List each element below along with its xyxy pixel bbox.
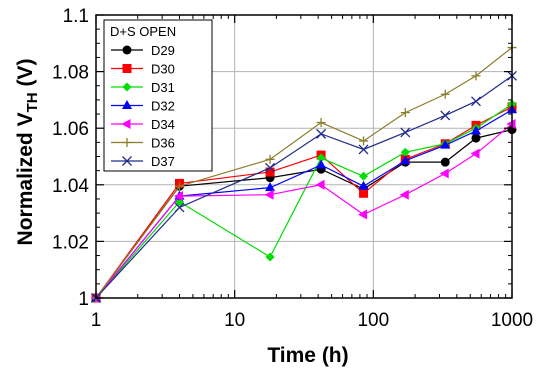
y-tick-label: 1.1 — [63, 6, 89, 27]
legend-label: D29 — [151, 43, 175, 58]
data-point — [471, 133, 481, 143]
data-point — [399, 189, 409, 200]
data-point — [174, 202, 185, 213]
y-tick-label: 1 — [78, 289, 89, 310]
legend-box — [103, 19, 213, 172]
series-D34 — [90, 118, 516, 303]
legend-title: D+S OPEN — [110, 24, 176, 39]
legend-entry-D36: D36 — [111, 136, 175, 151]
data-point — [316, 128, 327, 139]
legend-label: D32 — [151, 99, 175, 114]
data-point — [400, 108, 410, 118]
legend-label: D34 — [151, 117, 175, 132]
legend-entry-D30: D30 — [111, 62, 175, 77]
data-point — [506, 118, 516, 129]
data-point — [440, 157, 450, 167]
data-point — [315, 179, 325, 190]
legend-marker — [122, 45, 132, 55]
x-tick-label: 1 — [91, 310, 102, 331]
x-tick-label: 10 — [224, 310, 245, 331]
legend-entry-D37: D37 — [111, 154, 175, 169]
legend-entry-D29: D29 — [111, 43, 175, 58]
data-point — [359, 188, 369, 198]
data-point — [265, 167, 275, 177]
legend-entry-D34: D34 — [111, 117, 175, 132]
y-axis-title: Normalized VTH (V) — [14, 59, 41, 246]
legend-label: D37 — [151, 154, 175, 169]
data-point — [358, 180, 369, 190]
y-tick-label: 1.02 — [52, 232, 89, 253]
y-tick-label: 1.08 — [52, 63, 89, 84]
data-point — [174, 181, 184, 191]
x-tick-label: 1000 — [491, 310, 533, 331]
data-point — [359, 171, 369, 181]
legend-marker — [122, 100, 132, 109]
data-point — [265, 182, 276, 192]
y-tick-labels: 1 1.02 1.04 1.06 1.08 1.1 — [52, 6, 89, 310]
data-point — [316, 159, 327, 169]
y-tick-label: 1.06 — [52, 119, 89, 140]
data-point — [264, 189, 274, 200]
series-layer — [90, 43, 517, 303]
legend-label: D36 — [151, 136, 175, 151]
legend-marker — [122, 64, 132, 73]
legend-marker — [122, 156, 132, 166]
data-point — [316, 118, 326, 128]
data-point — [359, 136, 369, 146]
legend-label: D31 — [151, 80, 175, 95]
data-point — [400, 155, 411, 165]
data-point — [470, 148, 480, 159]
legend-label: D30 — [151, 62, 175, 77]
data-point — [173, 191, 183, 202]
data-point — [358, 209, 368, 220]
data-point — [471, 71, 481, 81]
legend-marker — [122, 138, 132, 147]
data-point — [440, 139, 451, 149]
data-point — [265, 252, 275, 262]
data-point — [400, 147, 410, 157]
legend-marker — [121, 119, 131, 129]
legend-entry-D32: D32 — [111, 99, 175, 114]
data-point — [316, 153, 326, 163]
legend-entry-D31: D31 — [111, 80, 175, 95]
legend: D+S OPEN D29 D30 D31 D32 D34 D36 D37 — [103, 19, 213, 172]
x-tick-label: 100 — [357, 310, 389, 331]
x-axis-title: Time (h) — [267, 344, 348, 367]
data-point — [439, 168, 449, 179]
data-point — [470, 125, 481, 135]
data-point — [358, 144, 369, 155]
tick-marks — [95, 14, 513, 299]
y-tick-label: 1.04 — [52, 176, 89, 197]
data-point — [265, 154, 275, 164]
data-point — [265, 162, 276, 173]
legend-marker — [122, 82, 132, 92]
x-tick-labels: 1 10 100 1000 — [91, 310, 533, 331]
data-point — [471, 96, 481, 107]
data-point — [440, 110, 451, 121]
data-point — [400, 127, 411, 138]
data-point — [440, 89, 450, 99]
